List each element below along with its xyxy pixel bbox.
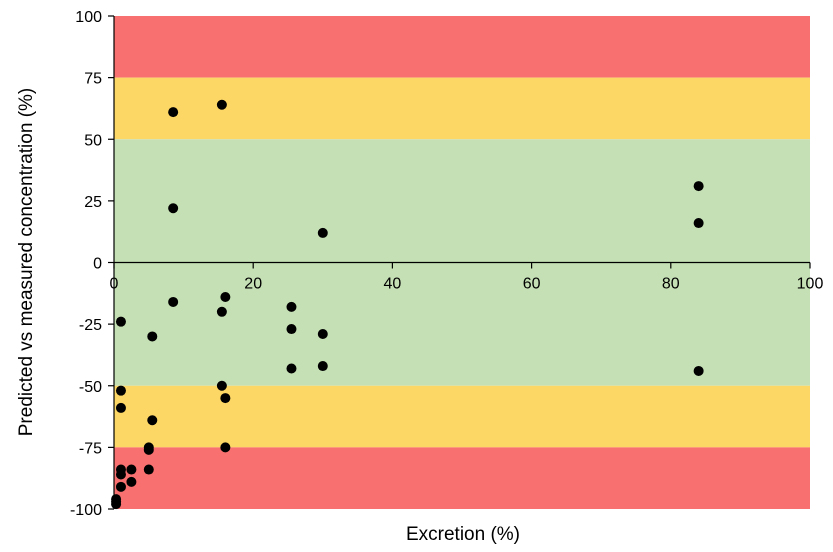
data-point-28 xyxy=(143,464,154,475)
data-point-33 xyxy=(111,499,122,510)
data-point-24 xyxy=(143,444,154,455)
y-tick-label-6: -50 xyxy=(79,379,102,396)
data-point-3 xyxy=(317,227,328,238)
x-tick-label-4: 80 xyxy=(662,276,680,293)
data-point-19 xyxy=(115,385,126,396)
y-tick-label-5: -25 xyxy=(79,317,102,334)
data-point-10 xyxy=(115,316,126,327)
data-point-9 xyxy=(286,301,297,312)
data-point-21 xyxy=(147,415,158,426)
data-point-29 xyxy=(115,481,126,492)
y-tick-label-3: 25 xyxy=(84,194,102,211)
data-point-7 xyxy=(220,292,231,303)
data-point-18 xyxy=(220,393,231,404)
x-tick-label-5: 100 xyxy=(797,276,824,293)
axes xyxy=(108,15,811,510)
data-point-20 xyxy=(115,402,126,413)
data-point-26 xyxy=(115,469,126,480)
data-point-22 xyxy=(220,442,231,453)
y-tick-label-7: -75 xyxy=(79,440,102,457)
x-tick-label-1: 20 xyxy=(244,276,262,293)
band-4 xyxy=(114,447,810,509)
data-point-16 xyxy=(693,365,704,376)
y-axis-title: Predicted vs measured concentration (%) xyxy=(16,88,37,437)
data-point-1 xyxy=(216,99,227,110)
tick-labels: 100 75 50 25 0 -25 -50 -75 -100 0 20 40 60 80 100 xyxy=(70,9,823,519)
x-axis-title: Excretion (%) xyxy=(406,524,520,545)
data-point-11 xyxy=(147,331,158,342)
band-0 xyxy=(114,16,810,78)
data-point-5 xyxy=(693,218,704,229)
data-point-15 xyxy=(317,361,328,372)
band-3 xyxy=(114,385,810,448)
data-point-8 xyxy=(216,306,227,317)
y-tick-label-8: -100 xyxy=(70,502,102,519)
x-tick-label-3: 60 xyxy=(523,276,541,293)
y-tick-label-4: 0 xyxy=(93,256,102,273)
data-point-6 xyxy=(168,296,179,307)
y-tick-label-1: 75 xyxy=(84,71,102,88)
data-point-2 xyxy=(168,203,179,214)
data-point-13 xyxy=(317,328,328,339)
band-1 xyxy=(114,77,810,140)
data-points xyxy=(111,99,704,510)
data-point-30 xyxy=(126,476,137,487)
data-point-14 xyxy=(286,363,297,374)
y-tick-label-2: 50 xyxy=(84,132,102,149)
data-point-27 xyxy=(126,464,137,475)
data-point-0 xyxy=(168,107,179,118)
x-tick-label-2: 40 xyxy=(384,276,402,293)
data-point-17 xyxy=(216,380,227,391)
y-tick-label-0: 100 xyxy=(75,9,102,26)
data-point-12 xyxy=(286,324,297,335)
data-point-4 xyxy=(693,181,704,192)
x-tick-label-0: 0 xyxy=(110,276,119,293)
